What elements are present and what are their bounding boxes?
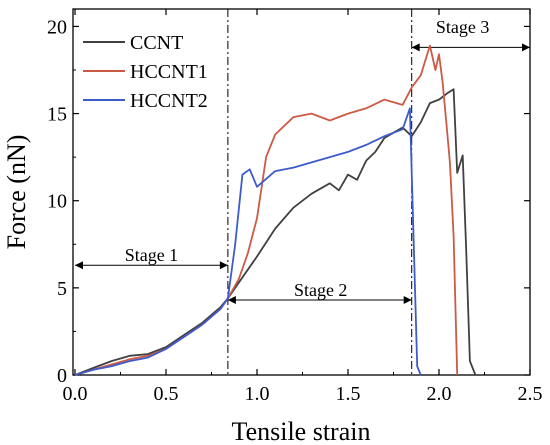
x-tick-label: 2.0: [427, 383, 452, 405]
data-series: [74, 44, 477, 376]
x-tick-label: 1.0: [245, 383, 270, 405]
arrow-head: [522, 43, 530, 52]
legend: CCNT HCCNT1 HCCNT2: [83, 32, 208, 112]
series-line-hccnt2: [74, 107, 422, 376]
stage-label: Stage 3: [436, 17, 490, 37]
plot-area-frame: [72, 8, 531, 376]
stage-label: Stage 2: [294, 280, 348, 300]
arrow-head: [75, 261, 83, 270]
series-line-ccnt: [74, 88, 477, 376]
x-axis-label: Tensile strain: [232, 417, 371, 445]
x-tick-label: 1.5: [336, 383, 361, 405]
legend-label: HCCNT1: [130, 61, 208, 83]
y-tick-label: 5: [57, 278, 67, 300]
arrow-head: [219, 261, 228, 270]
arrow-head: [227, 296, 236, 305]
stage-label: Stage 1: [125, 245, 179, 265]
x-tick-label: 0.0: [63, 383, 88, 405]
x-tick-label: 2.5: [518, 383, 543, 405]
axis-ticks: 0.0 0.5 1.0 1.5 2.0 2.5 0 5 10 15 20: [47, 9, 543, 405]
y-tick-label: 20: [47, 16, 67, 38]
arrow-head: [411, 43, 420, 52]
arrow-head: [403, 296, 412, 305]
y-tick-label: 0: [57, 365, 67, 387]
x-tick-label: 0.5: [154, 383, 179, 405]
y-tick-label: 15: [47, 104, 67, 126]
legend-label: CCNT: [130, 32, 183, 54]
y-axis-label: Force (nN): [2, 135, 31, 250]
y-tick-label: 10: [47, 191, 67, 213]
legend-label: HCCNT2: [130, 90, 208, 112]
